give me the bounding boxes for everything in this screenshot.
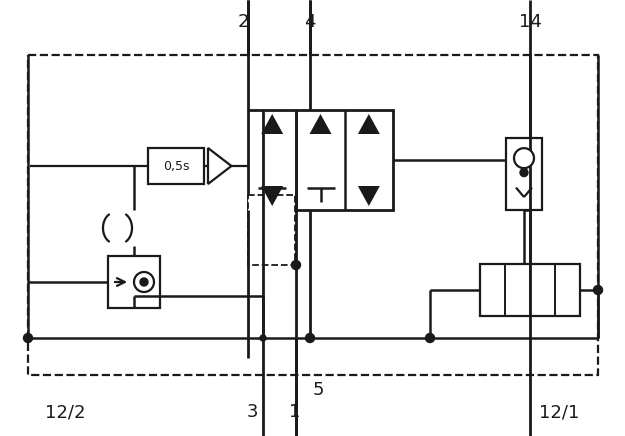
Circle shape: [514, 148, 534, 168]
Bar: [480, 264, 580, 316]
Circle shape: [520, 169, 528, 177]
Circle shape: [426, 334, 434, 343]
Circle shape: [140, 278, 148, 286]
Bar: [506, 138, 542, 210]
Circle shape: [306, 334, 314, 343]
Polygon shape: [309, 114, 331, 134]
Circle shape: [260, 335, 266, 341]
Circle shape: [134, 272, 154, 292]
Polygon shape: [261, 186, 283, 206]
Text: 12/2: 12/2: [45, 403, 85, 421]
Bar: [108, 256, 160, 308]
Bar: [28, 55, 598, 375]
Circle shape: [291, 260, 301, 269]
Polygon shape: [261, 114, 283, 134]
Text: 0,5s: 0,5s: [162, 160, 189, 173]
Polygon shape: [208, 148, 231, 184]
Bar: [148, 148, 204, 184]
Bar: [248, 110, 393, 210]
Circle shape: [594, 286, 602, 294]
Polygon shape: [358, 186, 380, 206]
Text: 4: 4: [304, 13, 316, 31]
Text: 1: 1: [289, 403, 301, 421]
Polygon shape: [358, 114, 380, 134]
Text: 5: 5: [312, 381, 324, 399]
Bar: [248, 195, 295, 265]
Text: 3: 3: [246, 403, 258, 421]
Text: 12/1: 12/1: [539, 403, 579, 421]
Text: 2: 2: [238, 13, 249, 31]
Text: 14: 14: [519, 13, 541, 31]
Circle shape: [24, 334, 32, 343]
